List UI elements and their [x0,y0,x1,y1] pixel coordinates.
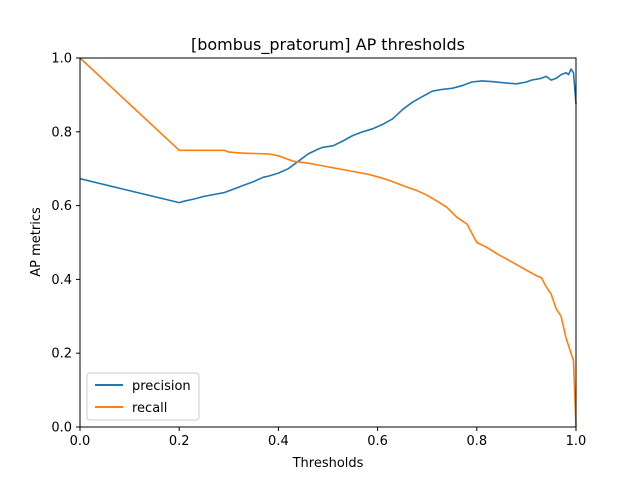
y-tick-label: 0.0 [51,421,72,436]
y-axis-ticks: 0.0 0.2 0.4 0.6 0.8 1.0 [51,52,80,436]
legend-label-recall: recall [132,401,167,416]
y-tick-label: 0.8 [51,125,72,140]
y-tick-label: 1.0 [51,52,72,67]
x-tick-label: 0.8 [466,434,487,449]
series-layer [79,57,577,428]
y-tick-label: 0.2 [51,347,72,362]
plot-area [79,57,577,428]
x-tick-label: 1.0 [566,434,587,449]
x-tick-label: 0.2 [169,434,190,449]
y-axis-label: AP metrics [29,207,44,277]
legend-label-precision: precision [132,379,191,394]
x-axis-label: Thresholds [292,456,364,471]
legend: precision recall [86,372,200,421]
y-tick-label: 0.4 [51,273,72,288]
y-tick-label: 0.6 [51,199,72,214]
x-tick-label: 0.6 [367,434,388,449]
plot-frame [79,57,577,428]
series-line-recall [79,57,577,428]
x-tick-label: 0.0 [70,434,91,449]
plot-background [80,58,576,427]
x-tick-label: 0.4 [268,434,289,449]
chart-title: [bombus_pratorum] AP thresholds [191,35,465,55]
x-axis-ticks: 0.0 0.2 0.4 0.6 0.8 1.0 [70,427,587,449]
series-line-precision [79,68,577,204]
